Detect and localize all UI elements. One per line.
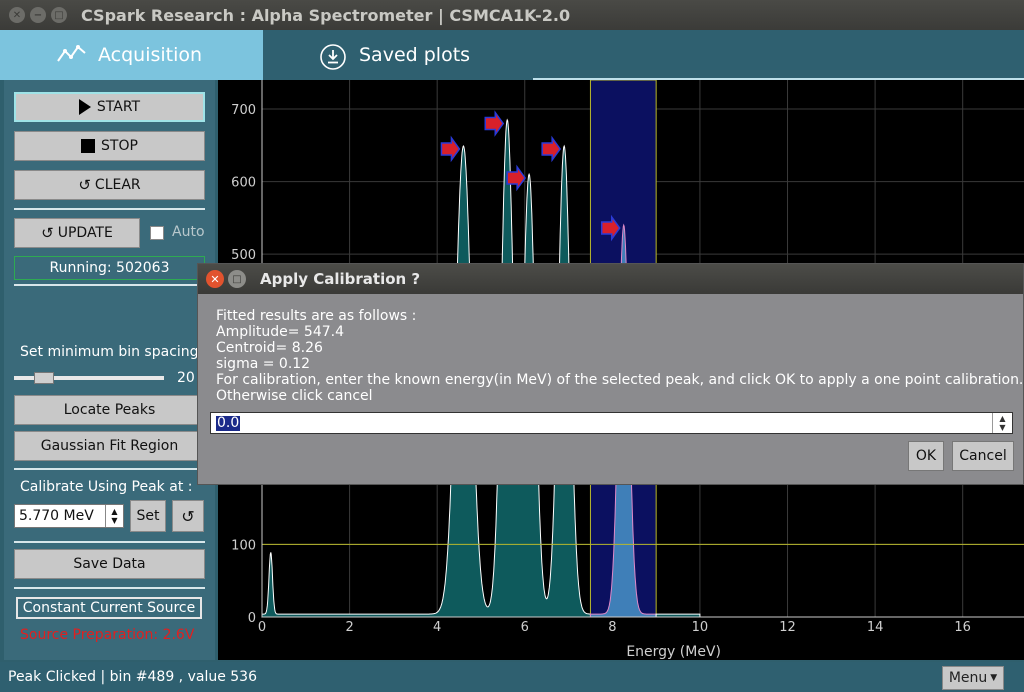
x-tick-label: 4 [433, 620, 441, 635]
minimize-window-icon[interactable]: − [30, 7, 46, 23]
divider [14, 468, 205, 470]
apply-calibration-dialog: ✕ □ Apply Calibration ? Fitted results a… [197, 263, 1024, 485]
tab-bar: Acquisition Saved plots [0, 30, 1024, 80]
constant-current-source-button[interactable]: Constant Current Source [16, 597, 202, 619]
min-bin-label: Set minimum bin spacing [20, 344, 199, 360]
divider [14, 541, 205, 543]
window-title: CSpark Research : Alpha Spectrometer | C… [81, 5, 571, 25]
x-axis-label: Energy (MeV) [626, 644, 721, 660]
start-button[interactable]: START [14, 92, 205, 122]
calibrate-label: Calibrate Using Peak at : [20, 479, 193, 495]
stop-icon [81, 139, 96, 153]
y-tick-label: 500 [231, 248, 256, 263]
spin-arrows-icon[interactable]: ▲ ▼ [992, 413, 1012, 433]
divider [14, 587, 205, 589]
refresh-icon: ↺ [181, 506, 195, 526]
x-tick-label: 0 [258, 620, 266, 635]
chevron-down-icon: ▼ [990, 673, 998, 683]
set-button[interactable]: Set [130, 500, 166, 532]
spectrum-area [655, 613, 701, 618]
update-label: UPDATE [57, 225, 113, 241]
x-tick-label: 10 [692, 620, 709, 635]
peak-marker-icon [541, 135, 562, 163]
gaussian-fit-button[interactable]: Gaussian Fit Region [14, 431, 205, 461]
control-sidebar: START STOP ↺ CLEAR ↺ UPDATE Auto Running… [4, 80, 215, 660]
close-window-icon[interactable]: ✕ [9, 7, 25, 23]
auto-label: Auto [172, 224, 205, 240]
x-tick-label: 12 [779, 620, 796, 635]
y-tick-label: 100 [231, 538, 256, 553]
peak-marker-icon [440, 135, 461, 163]
dialog-line: For calibration, enter the known energy(… [216, 372, 1024, 388]
dialog-message: Fitted results are as follows : Amplitud… [216, 308, 1023, 404]
status-text: Peak Clicked | bin #489 , value 536 [8, 669, 257, 685]
x-tick-label: 8 [608, 620, 616, 635]
play-icon [78, 99, 91, 115]
reset-calibration-button[interactable]: ↺ [172, 500, 204, 532]
tab-saved-plots-label: Saved plots [359, 44, 471, 66]
y-tick-label: 600 [231, 176, 256, 191]
dialog-line: sigma = 0.12 [216, 356, 311, 372]
dialog-line: Amplitude= 547.4 [216, 324, 345, 340]
dialog-line: Fitted results are as follows : [216, 308, 417, 324]
tab-saved-plots[interactable]: Saved plots [263, 30, 533, 80]
dialog-line: Centroid= 8.26 [216, 340, 323, 356]
save-data-button[interactable]: Save Data [14, 549, 205, 579]
energy-input[interactable]: 0.0 ▲ ▼ [210, 412, 1013, 434]
tab-acquisition[interactable]: Acquisition [0, 30, 263, 80]
divider [14, 284, 205, 286]
stop-label: STOP [101, 138, 138, 154]
dialog-line: Otherwise click cancel [216, 388, 373, 404]
x-tick-label: 2 [345, 620, 353, 635]
refresh-icon: ↺ [41, 224, 54, 242]
download-icon [320, 44, 346, 70]
tab-acquisition-label: Acquisition [98, 44, 203, 66]
update-button[interactable]: ↺ UPDATE [14, 218, 140, 248]
start-label: START [96, 99, 141, 115]
y-tick-label: 700 [231, 103, 256, 118]
x-tick-label: 6 [521, 620, 529, 635]
menu-label: Menu [948, 670, 988, 686]
menu-button[interactable]: Menu ▼ [942, 666, 1004, 690]
dialog-close-icon[interactable]: ✕ [206, 270, 224, 288]
stop-button[interactable]: STOP [14, 131, 205, 161]
maximize-window-icon[interactable]: □ [51, 7, 67, 23]
spin-arrows-icon[interactable]: ▲ ▼ [105, 505, 123, 527]
locate-peaks-button[interactable]: Locate Peaks [14, 395, 205, 425]
dialog-title: Apply Calibration ? [260, 270, 421, 288]
title-bar: ✕ − □ CSpark Research : Alpha Spectromet… [0, 0, 1024, 30]
peak-marker-icon [506, 164, 527, 192]
y-tick-label: 0 [248, 611, 256, 626]
tab-underline [533, 78, 1024, 80]
clear-label: CLEAR [94, 177, 141, 193]
energy-input-value: 0.0 [216, 415, 241, 431]
status-bar: Peak Clicked | bin #489 , value 536 [0, 662, 1024, 692]
divider [14, 208, 205, 210]
dialog-title-bar: ✕ □ Apply Calibration ? [198, 264, 1023, 294]
peak-marker-icon [600, 214, 621, 242]
source-preparation-text: Source Preparation: 2.6V [20, 627, 195, 643]
min-bin-value: 20 [177, 370, 195, 386]
calibrate-peak-value: 5.770 MeV [19, 508, 94, 524]
refresh-icon: ↺ [78, 176, 91, 194]
auto-checkbox[interactable] [150, 226, 164, 240]
ok-button[interactable]: OK [908, 441, 944, 471]
dialog-maximize-icon[interactable]: □ [228, 270, 246, 288]
min-bin-slider-track[interactable] [14, 376, 164, 380]
x-tick-label: 14 [867, 620, 884, 635]
running-indicator: Running: 502063 [14, 256, 205, 280]
line-chart-icon [57, 45, 86, 62]
x-tick-label: 16 [954, 620, 971, 635]
clear-button[interactable]: ↺ CLEAR [14, 170, 205, 200]
calibrate-peak-spinbox[interactable]: 5.770 MeV ▲ ▼ [14, 504, 124, 528]
cancel-button[interactable]: Cancel [952, 441, 1014, 471]
min-bin-slider-handle[interactable] [34, 372, 54, 384]
peak-marker-icon [484, 110, 505, 137]
